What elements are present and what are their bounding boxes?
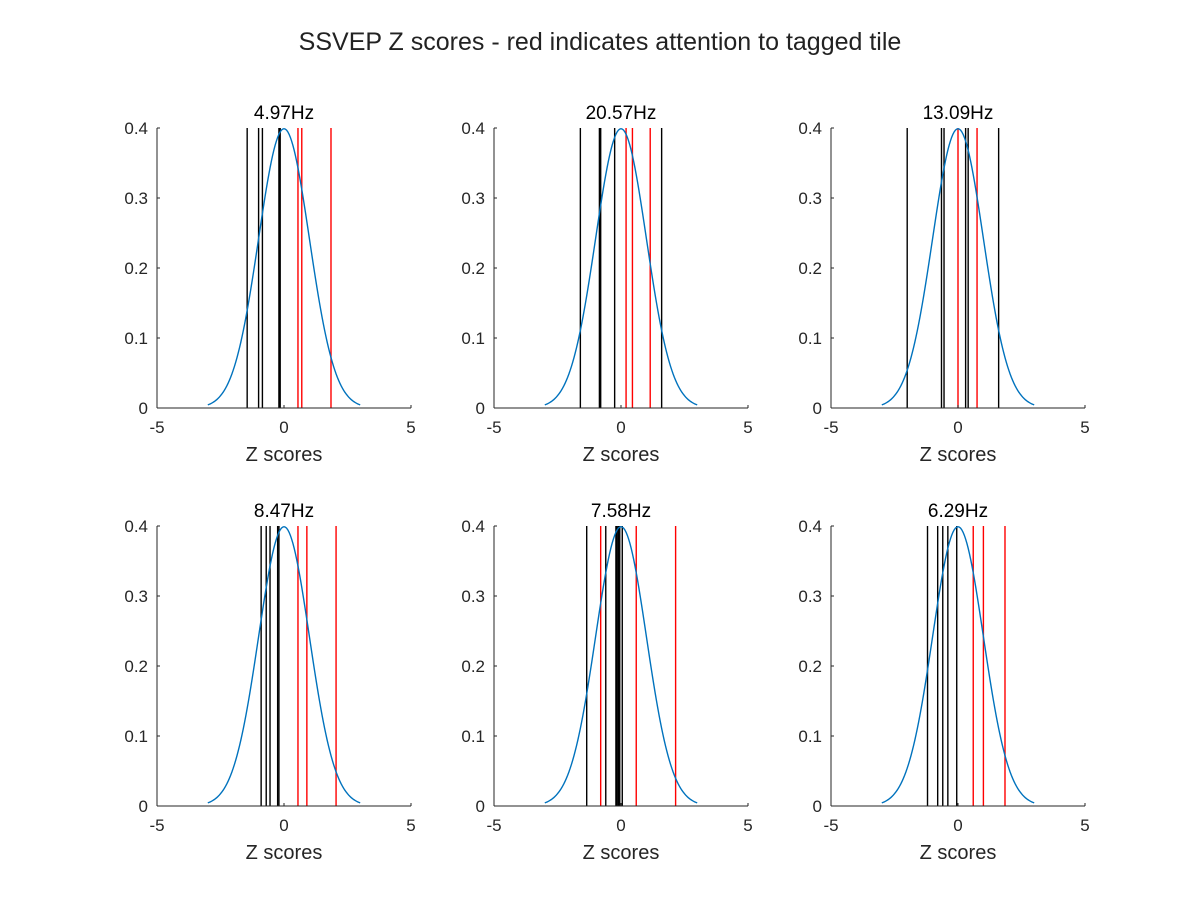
panel-3-x-tick-label-1: -5	[823, 418, 838, 437]
panel-1-y-tick-label-4: 0.3	[124, 189, 148, 208]
panel-2-normal-curve	[544, 128, 698, 406]
panel-4-y-tick-label-4: 0.3	[124, 587, 148, 606]
panel-2-xlabel: Z scores	[583, 444, 660, 466]
panel-1-x-tick-label-3: 5	[406, 418, 415, 437]
panel-2-y-tick-label-3: 0.2	[461, 259, 485, 278]
panel-4-x-tick-label-2: 0	[279, 816, 288, 835]
panel-5-y-tick-label-3: 0.2	[461, 657, 485, 676]
panel-3-y-tick-label-3: 0.2	[798, 259, 822, 278]
panel-6-x-tick-label-3: 5	[1080, 816, 1089, 835]
panel-6-xlabel: Z scores	[920, 842, 997, 864]
panel-1-x-tick-label-1: -5	[149, 418, 164, 437]
panel-3-title: 13.09Hz	[923, 103, 994, 124]
panel-6-x-tick-label-1: -5	[823, 816, 838, 835]
panel-5-title: 7.58Hz	[591, 501, 651, 522]
panel-5-y-tick-label-1: 0	[476, 797, 485, 816]
panel-3-xlabel: Z scores	[920, 444, 997, 466]
panel-2-y-tick-label-2: 0.1	[461, 329, 485, 348]
panel-3-y-tick-label-1: 0	[813, 399, 822, 418]
panel-4-normal-curve	[207, 526, 361, 804]
panel-5-x-tick-label-1: -5	[486, 816, 501, 835]
panel-5-xlabel: Z scores	[583, 842, 660, 864]
panel-2-y-tick-label-4: 0.3	[461, 189, 485, 208]
panel-3-y-tick-label-4: 0.3	[798, 189, 822, 208]
panel-4-y-tick-label-2: 0.1	[124, 727, 148, 746]
panel-6-y-tick-label-5: 0.4	[798, 517, 822, 536]
panel-3-x-tick-label-2: 0	[953, 418, 962, 437]
panel-3-normal-curve	[881, 128, 1035, 406]
panel-5-y-tick-label-4: 0.3	[461, 587, 485, 606]
panel-4-y-tick-label-1: 0	[139, 797, 148, 816]
panel-2-x-tick-label-2: 0	[616, 418, 625, 437]
panel-6-x-tick-label-2: 0	[953, 816, 962, 835]
panel-2-y-tick-label-1: 0	[476, 399, 485, 418]
panel-5-normal-curve	[544, 526, 698, 804]
panel-2-x-tick-label-1: -5	[486, 418, 501, 437]
panel-4-x-tick-label-3: 5	[406, 816, 415, 835]
panel-6-y-tick-label-4: 0.3	[798, 587, 822, 606]
panel-4-xlabel: Z scores	[246, 842, 323, 864]
panel-2-y-tick-label-5: 0.4	[461, 119, 485, 138]
panel-2-title: 20.57Hz	[586, 103, 657, 124]
panel-4-x-tick-label-1: -5	[149, 816, 164, 835]
panel-5-x-tick-label-3: 5	[743, 816, 752, 835]
panel-1-y-tick-label-3: 0.2	[124, 259, 148, 278]
panel-3-y-tick-label-2: 0.1	[798, 329, 822, 348]
panel-1-xlabel: Z scores	[246, 444, 323, 466]
panel-5-y-tick-label-5: 0.4	[461, 517, 485, 536]
panel-1-title: 4.97Hz	[254, 103, 314, 124]
panel-5-x-tick-label-2: 0	[616, 816, 625, 835]
panel-1-normal-curve	[207, 128, 361, 406]
panel-1-y-tick-label-5: 0.4	[124, 119, 148, 138]
panel-6-y-tick-label-3: 0.2	[798, 657, 822, 676]
panel-1-y-tick-label-2: 0.1	[124, 329, 148, 348]
panel-3-x-tick-label-3: 5	[1080, 418, 1089, 437]
panel-6-y-tick-label-1: 0	[813, 797, 822, 816]
panel-5-y-tick-label-2: 0.1	[461, 727, 485, 746]
panel-4-title: 8.47Hz	[254, 501, 314, 522]
figure-suptitle: SSVEP Z scores - red indicates attention…	[298, 28, 902, 56]
panel-2-x-tick-label-3: 5	[743, 418, 752, 437]
panel-4-y-tick-label-5: 0.4	[124, 517, 148, 536]
panel-3-y-tick-label-5: 0.4	[798, 119, 822, 138]
panel-6-normal-curve	[881, 526, 1035, 804]
panel-1-y-tick-label-1: 0	[139, 399, 148, 418]
panel-4-y-tick-label-3: 0.2	[124, 657, 148, 676]
panel-6-y-tick-label-2: 0.1	[798, 727, 822, 746]
panel-1-x-tick-label-2: 0	[279, 418, 288, 437]
panel-6-title: 6.29Hz	[928, 501, 988, 522]
